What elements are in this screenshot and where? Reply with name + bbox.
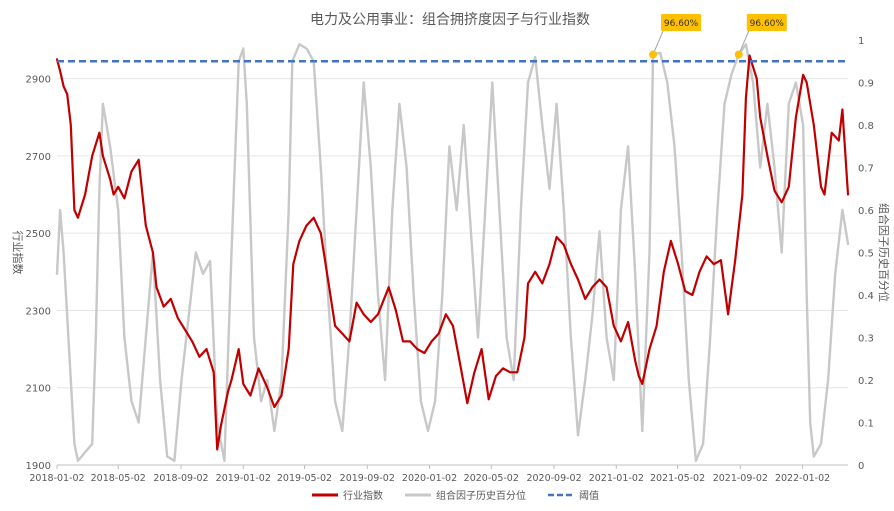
legend-label: 阈值 <box>579 489 599 502</box>
y-axis-right-ticks: 0 0.1 0.2 0.3 0.4 0.5 0.6 0.7 0.8 0.9 1 <box>858 36 874 472</box>
legend-label: 组合因子历史百分位 <box>436 489 526 502</box>
legend: 行业指数 组合因子历史百分位 阈值 <box>312 489 599 502</box>
y-right-tick-label: 0.4 <box>858 291 874 302</box>
x-tick-label: 2018-01-02 <box>29 473 84 484</box>
y-left-tick-label: 2100 <box>26 384 51 395</box>
annotation-box <box>661 14 702 31</box>
x-tick-label: 2022-01-02 <box>775 473 830 484</box>
annotation-leader <box>738 30 750 55</box>
annotation-marker <box>734 50 743 59</box>
annotation-leader <box>652 30 664 55</box>
x-tick-label: 2018-05-02 <box>91 473 146 484</box>
series-layer <box>55 43 850 462</box>
y-right-tick-label: 0.2 <box>858 376 874 387</box>
x-tick-label: 2021-05-02 <box>650 473 705 484</box>
x-axis-ticks: 2018-01-02 2018-05-02 2018-09-02 2019-01-02… <box>29 465 830 484</box>
y-right-tick-label: 1 <box>858 36 864 47</box>
x-tick-label: 2021-09-02 <box>713 473 768 484</box>
series-line-industry-index <box>55 54 850 451</box>
x-tick-label: 2019-01-02 <box>216 473 271 484</box>
y-axis-left-label: 行业指数 <box>11 231 25 275</box>
annotation-label: 96.60% <box>664 19 699 29</box>
legend-label: 行业指数 <box>343 489 383 502</box>
annotation-label: 96.60% <box>750 19 785 29</box>
y-left-tick-label: 2900 <box>26 75 51 86</box>
x-tick-label: 2018-09-02 <box>153 473 208 484</box>
x-tick-label: 2021-01-02 <box>589 473 644 484</box>
y-right-tick-label: 0.1 <box>858 419 874 430</box>
x-tick-label: 2019-09-02 <box>340 473 395 484</box>
y-right-tick-label: 0 <box>858 461 864 472</box>
annotations: 96.60% 96.60% <box>649 14 787 59</box>
y-right-tick-label: 0.7 <box>858 164 874 175</box>
y-right-tick-label: 0.6 <box>858 206 874 217</box>
y-axis-right-label: 组合因子历史百分位 <box>877 203 891 302</box>
annotation-marker <box>649 50 658 59</box>
y-right-tick-label: 0.8 <box>858 121 874 132</box>
x-tick-label: 2020-05-02 <box>464 473 519 484</box>
y-right-tick-label: 0.3 <box>858 334 874 345</box>
x-tick-label: 2020-09-02 <box>526 473 581 484</box>
y-left-tick-label: 2700 <box>26 152 51 163</box>
y-axis-left-ticks: 1900 2100 2300 2500 2700 2900 <box>26 75 51 472</box>
x-tick-label: 2020-01-02 <box>402 473 457 484</box>
y-left-tick-label: 2500 <box>26 229 51 240</box>
chart-title: 电力及公用事业：组合拥挤度因子与行业指数 <box>310 12 590 28</box>
x-tick-label: 2019-05-02 <box>277 473 332 484</box>
y-left-tick-label: 1900 <box>26 461 51 472</box>
grid-lines <box>57 78 848 466</box>
series-line-factor-percentile <box>55 43 850 462</box>
y-right-tick-label: 0.9 <box>858 79 874 90</box>
annotation-box <box>746 14 787 31</box>
y-left-tick-label: 2300 <box>26 306 51 317</box>
y-right-tick-label: 0.5 <box>858 249 874 260</box>
